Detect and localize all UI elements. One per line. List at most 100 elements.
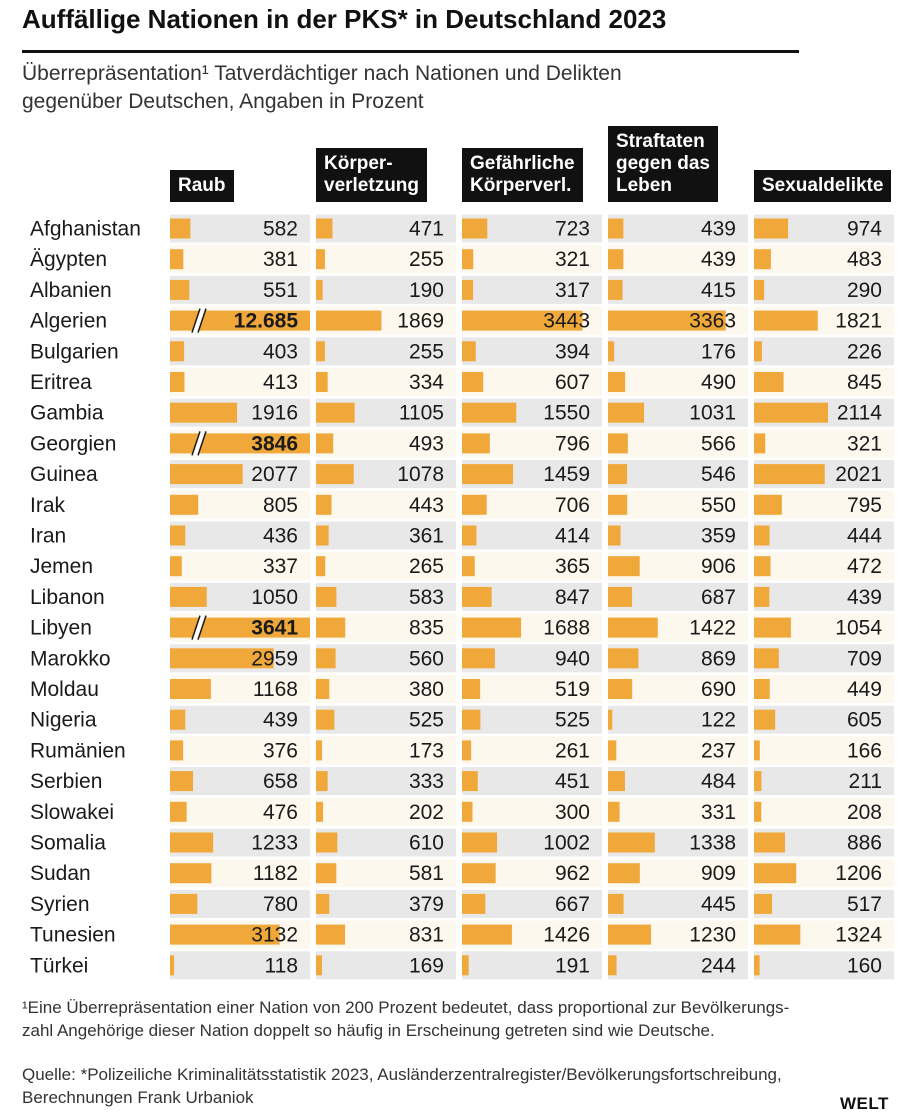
cell-background [170, 337, 310, 366]
bar [754, 341, 762, 362]
value-label: 1230 [689, 924, 736, 947]
bar [316, 893, 330, 914]
bar [754, 955, 760, 976]
bar [462, 310, 583, 331]
value-label: 493 [409, 432, 444, 455]
cell-background [316, 675, 456, 703]
value-label: 667 [555, 893, 590, 916]
cell-background [608, 705, 748, 734]
bar [316, 617, 346, 638]
row-label: Syrien [30, 893, 90, 916]
cell-background [754, 675, 894, 703]
value-label: 886 [847, 832, 882, 855]
bar [462, 740, 472, 761]
bar [608, 801, 620, 822]
cell-background [170, 521, 310, 550]
column-header-3: Gefährliche Körperverl. [462, 148, 583, 202]
bar [170, 771, 194, 792]
cell-background [316, 368, 456, 396]
cell-background [462, 552, 602, 581]
cell-background [316, 521, 456, 550]
value-label: 176 [701, 340, 736, 363]
bar [608, 433, 628, 454]
bar [170, 617, 310, 638]
scale-break-gap [192, 430, 206, 457]
cell-background [608, 429, 748, 458]
cell-background [754, 337, 894, 366]
bar [754, 679, 770, 699]
bar [462, 924, 512, 945]
value-label: 550 [701, 494, 736, 517]
bar [316, 586, 337, 607]
bar [316, 494, 332, 515]
cell-background [316, 644, 456, 673]
bar [754, 924, 801, 945]
bar [754, 525, 770, 546]
value-label: 687 [701, 586, 736, 609]
bar [608, 372, 626, 392]
row-label: Albanien [30, 279, 112, 302]
bar [462, 279, 474, 300]
value-label: 476 [263, 801, 298, 824]
value-label: 3132 [251, 924, 298, 947]
column-header-line: Körper- [324, 153, 393, 174]
cell-background [608, 797, 748, 826]
value-label: 436 [263, 525, 298, 548]
value-label: 610 [409, 832, 444, 855]
value-label: 1338 [689, 832, 736, 855]
value-label: 12.685 [234, 310, 299, 333]
bar [462, 617, 522, 638]
bar [170, 525, 186, 546]
value-label: 1168 [253, 678, 298, 701]
chart-table: Afghanistan 582 471 723 439 974 Ägypten 381 255 3… [30, 214, 894, 980]
bar [316, 433, 334, 454]
chart-subtitle-line2: gegenüber Deutschen, Angaben in Prozent [22, 90, 424, 113]
bar [608, 955, 617, 976]
value-label: 484 [701, 770, 736, 793]
value-label: 255 [409, 340, 444, 363]
bar [608, 310, 726, 331]
bar [754, 279, 765, 300]
scale-break-mark [191, 308, 201, 333]
value-label: 403 [263, 340, 298, 363]
value-label: 255 [409, 248, 444, 271]
value-label: 835 [409, 617, 444, 640]
value-label: 1422 [689, 617, 736, 640]
bar [316, 648, 336, 669]
value-label: 173 [409, 739, 444, 762]
bar [462, 648, 495, 669]
cell-background [754, 951, 894, 980]
value-label: 1054 [835, 617, 882, 640]
bar [608, 556, 640, 577]
value-label: 690 [701, 678, 736, 701]
scale-break-mark [197, 615, 207, 640]
value-label: 1550 [543, 402, 590, 425]
bar [754, 433, 766, 454]
value-label: 413 [263, 371, 298, 394]
cell-background [316, 552, 456, 581]
bar [608, 341, 615, 362]
bar [316, 525, 329, 546]
value-label: 333 [409, 770, 444, 793]
value-label: 805 [263, 494, 298, 517]
value-label: 208 [847, 801, 882, 824]
column-header-1: Raub [170, 170, 234, 202]
bar [754, 218, 789, 239]
value-label: 1233 [251, 832, 298, 855]
bar [316, 218, 333, 239]
value-label: 2021 [835, 463, 882, 486]
value-label: 517 [847, 893, 882, 916]
bar [462, 433, 490, 454]
cell-background [316, 337, 456, 366]
value-label: 443 [409, 494, 444, 517]
cell-background [316, 951, 456, 980]
bar [462, 955, 469, 976]
value-label: 202 [409, 801, 444, 824]
scale-break-gap [192, 307, 206, 334]
value-label: 376 [263, 739, 298, 762]
value-label: 940 [555, 647, 590, 670]
bar [316, 279, 323, 300]
value-label: 566 [701, 432, 736, 455]
value-label: 226 [847, 340, 882, 363]
bar [754, 464, 825, 485]
